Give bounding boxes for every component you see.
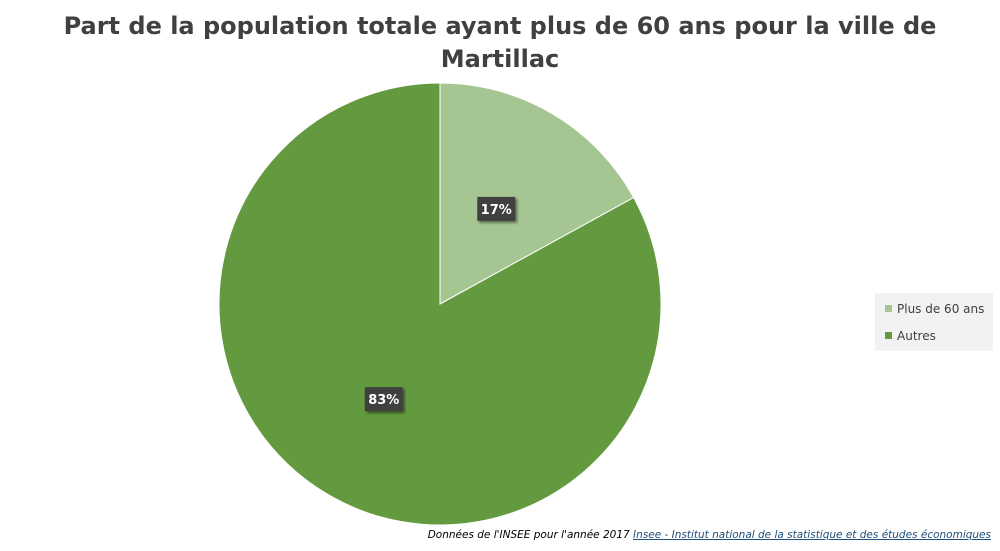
source-text: Données de l'INSEE pour l'année 2017 (427, 529, 634, 541)
legend-item-autres: Autres (885, 328, 936, 344)
legend-item-plus-de-60-ans: Plus de 60 ans (885, 301, 984, 317)
pie-slice-plus-de-60-ans (439, 82, 635, 305)
data-label-box (477, 196, 516, 221)
source-note: Données de l'INSEE pour l'année 2017 Ins… (428, 529, 991, 541)
data-label-text: 17% (481, 203, 512, 218)
data-label-plus-de-60-ans: 17% (477, 196, 516, 221)
legend-label: Plus de 60 ans (897, 302, 985, 316)
legend-swatch (885, 305, 892, 312)
legend: Plus de 60 ans Autres (875, 293, 993, 351)
chart-title: Part de la population totale ayant plus … (0, 10, 1000, 76)
data-label-box (364, 387, 403, 412)
chart-title-line-2: Martillac (440, 45, 560, 73)
chart-title-line-1: Part de la population totale ayant plus … (63, 12, 937, 40)
source-link[interactable]: Insee - Institut national de la statisti… (633, 529, 991, 541)
legend-swatch (885, 332, 892, 339)
pie-slice-autres (218, 82, 662, 526)
legend-label: Autres (897, 329, 936, 343)
data-label-text: 83% (368, 393, 399, 408)
data-label-autres: 83% (364, 387, 403, 412)
